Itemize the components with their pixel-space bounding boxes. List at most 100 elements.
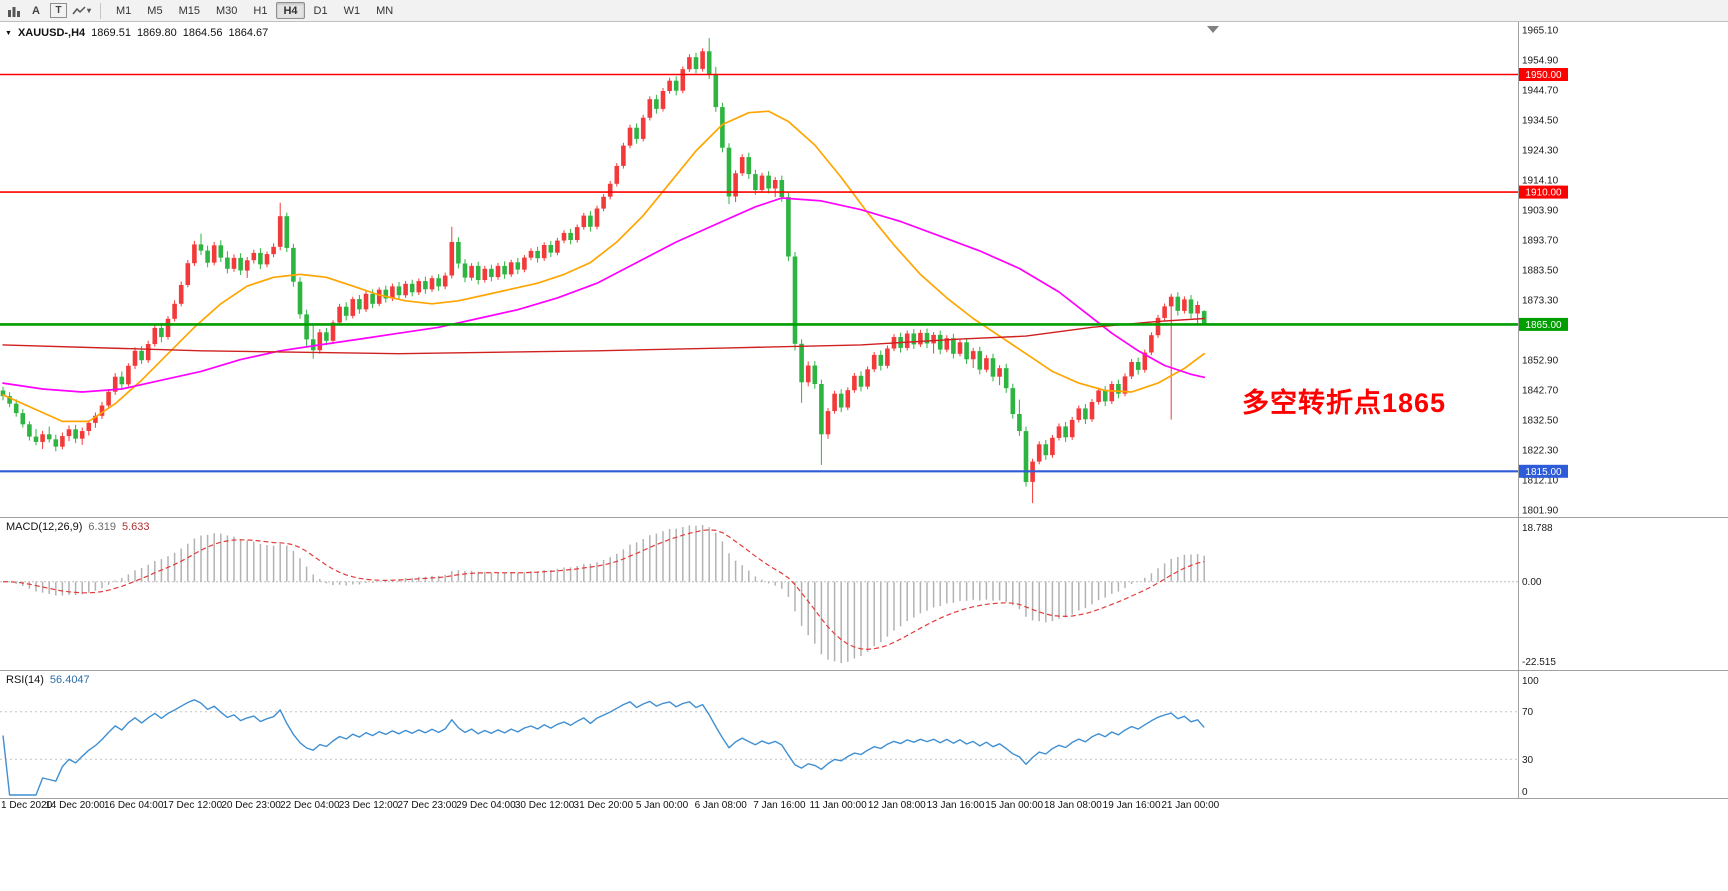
candle	[508, 259, 514, 277]
candle	[297, 277, 303, 319]
time-label: 16 Dec 04:00	[104, 800, 164, 811]
candle	[495, 262, 501, 280]
zigzag-icon	[72, 5, 86, 14]
candle	[337, 303, 342, 326]
indicator-tool[interactable]: ▾	[71, 2, 92, 20]
candle	[720, 102, 725, 153]
time-label: 19 Jan 16:00	[1103, 800, 1161, 811]
candle	[1069, 416, 1075, 440]
tf-h4[interactable]: H4	[276, 2, 305, 19]
macd-min-label: -22.515	[1522, 657, 1556, 668]
candle	[858, 371, 864, 392]
candle	[86, 420, 92, 436]
candle	[145, 340, 151, 363]
candle	[152, 324, 158, 347]
candle	[581, 212, 587, 230]
candle	[13, 399, 19, 417]
candle	[1030, 458, 1035, 504]
candle	[1043, 439, 1049, 460]
candle	[555, 237, 560, 256]
candle	[541, 242, 547, 261]
svg-text:1910.00: 1910.00	[1525, 188, 1562, 199]
macd-main-value: 6.319	[88, 521, 116, 533]
candle	[878, 350, 884, 371]
candle	[66, 425, 72, 442]
rsi-indicator-label: RSI(14) 56.4047	[6, 674, 90, 686]
time-label: 21 Jan 00:00	[1161, 800, 1219, 811]
candle	[416, 278, 422, 295]
candle	[693, 52, 699, 74]
candle	[304, 309, 309, 347]
candle	[310, 324, 316, 359]
candle	[93, 412, 98, 428]
price-tick: 1924.30	[1522, 146, 1559, 157]
tf-w1[interactable]: W1	[337, 2, 368, 19]
candle	[647, 96, 653, 121]
price-tick: 1903.90	[1522, 206, 1559, 217]
annotation-text[interactable]: 多空转折点1865	[1242, 388, 1447, 418]
ma-slow-magenta	[2, 197, 1206, 393]
candle	[832, 390, 837, 414]
candle	[1122, 373, 1128, 397]
price-tick: 1914.10	[1522, 176, 1559, 187]
candle	[106, 389, 111, 409]
candle	[198, 233, 204, 255]
candle	[343, 302, 349, 321]
tf-m15[interactable]: M15	[172, 2, 207, 19]
time-label: 22 Dec 04:00	[280, 800, 340, 811]
candle	[1175, 292, 1181, 316]
candle	[753, 169, 758, 195]
price-tick: 1852.90	[1522, 355, 1559, 366]
candle	[73, 424, 78, 444]
candle	[271, 243, 276, 258]
candle	[317, 329, 323, 354]
time-label: 1 Dec 2020	[1, 800, 53, 811]
tf-d1[interactable]: D1	[307, 2, 335, 19]
tf-m1[interactable]: M1	[109, 2, 138, 19]
price-tick: 1965.10	[1522, 26, 1559, 37]
candle	[132, 347, 138, 369]
time-label: 12 Jan 08:00	[868, 800, 926, 811]
candle	[396, 282, 402, 300]
symbol-name: XAUUSD-,H4	[17, 27, 86, 39]
candle	[112, 373, 118, 395]
chart-shift-marker[interactable]	[1207, 26, 1219, 33]
candle	[159, 323, 164, 343]
candle	[218, 240, 224, 262]
candle	[172, 300, 177, 322]
tf-mn[interactable]: MN	[369, 2, 400, 19]
candle	[192, 240, 197, 266]
candle	[284, 212, 290, 252]
price-badge-1910.00: 1910.00	[1519, 185, 1568, 199]
candle	[1155, 314, 1161, 338]
symbol-dropdown-icon[interactable]: ▼	[5, 29, 12, 37]
candle	[799, 339, 804, 403]
text-tool[interactable]: T	[50, 3, 67, 18]
candle	[706, 38, 712, 79]
tf-m5[interactable]: M5	[140, 2, 169, 19]
cursor-a-tool[interactable]: A	[26, 2, 46, 20]
price-tick: 1822.30	[1522, 445, 1559, 456]
candle	[964, 337, 969, 364]
tf-m30[interactable]: M30	[209, 2, 244, 19]
candle	[1135, 357, 1141, 375]
time-label: 23 Dec 12:00	[339, 800, 399, 811]
chart-type-icon[interactable]	[4, 2, 24, 20]
candle	[33, 429, 39, 446]
time-label: 18 Jan 08:00	[1044, 800, 1102, 811]
candle	[944, 335, 950, 353]
candle	[634, 123, 639, 144]
candle	[904, 330, 910, 351]
candle	[462, 259, 468, 283]
candle	[363, 291, 369, 312]
svg-text:1950.00: 1950.00	[1525, 70, 1562, 81]
candle	[502, 261, 507, 279]
candle	[805, 361, 811, 387]
tf-h1[interactable]: H1	[246, 2, 274, 19]
candle	[442, 272, 448, 290]
candle	[1010, 383, 1016, 419]
rsi-value: 56.4047	[49, 674, 90, 686]
candle	[660, 88, 666, 112]
candle	[1050, 434, 1055, 458]
